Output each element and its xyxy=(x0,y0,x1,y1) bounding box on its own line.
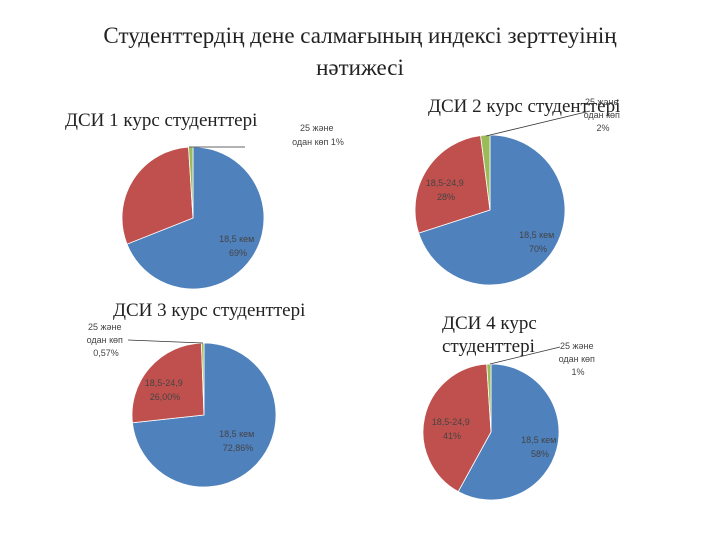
chart2-slice-low xyxy=(418,134,566,286)
chart4-slice-normal xyxy=(422,363,492,493)
chart3-label-low: 18,5 кем 72,86% xyxy=(219,429,257,453)
chart1-label-low: 18,5 кем 69% xyxy=(219,234,257,258)
chart4-label-low: 18,5 кем 58% xyxy=(521,435,559,459)
chart3-label-normal: 18,5-24,9 26,00% xyxy=(145,378,186,402)
chart3-label-high: 25 және одан көп 0,57% xyxy=(87,322,126,358)
chart2-label-high: 25 және одан көп 2% xyxy=(584,97,623,133)
chart1-label-high: 25 және одан көп 1% xyxy=(292,123,344,147)
page-title: Студенттердің дене салмағының индексі зе… xyxy=(60,20,660,84)
chart2-slice-normal xyxy=(414,135,491,234)
chart2-label-normal: 18,5-24,9 28% xyxy=(426,178,467,202)
chart2-label-low: 18,5 кем 70% xyxy=(519,230,557,254)
chart4-slice-low xyxy=(457,363,560,501)
chart4-label-normal: 18,5-24,9 41% xyxy=(432,417,473,441)
chart4-title: ДСИ 4 курс студенттері xyxy=(442,312,537,358)
chart1-slice-normal xyxy=(121,146,194,245)
page-title-line1: Студенттердің дене салмағының индексі зе… xyxy=(103,23,617,48)
page-title-line2: нәтижесі xyxy=(316,55,404,80)
chart3-title: ДСИ 3 курс студенттері xyxy=(113,300,306,321)
chart4-leader-line xyxy=(489,346,561,365)
chart3-leader-line xyxy=(127,339,204,344)
chart1-title: ДСИ 1 курс студенттері xyxy=(65,110,258,131)
chart3-slice-normal xyxy=(131,342,205,424)
chart4-title-line2: студенттері xyxy=(442,336,535,357)
chart2-leader-line xyxy=(485,110,591,137)
chart1-slice-low xyxy=(126,146,265,290)
chart4-title-line1: ДСИ 4 курс xyxy=(442,313,537,334)
chart4-label-high: 25 және одан көп 1% xyxy=(559,341,598,377)
chart2-title: ДСИ 2 курс студенттері xyxy=(428,96,621,117)
